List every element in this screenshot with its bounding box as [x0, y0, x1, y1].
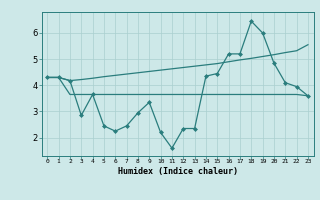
- X-axis label: Humidex (Indice chaleur): Humidex (Indice chaleur): [118, 167, 237, 176]
